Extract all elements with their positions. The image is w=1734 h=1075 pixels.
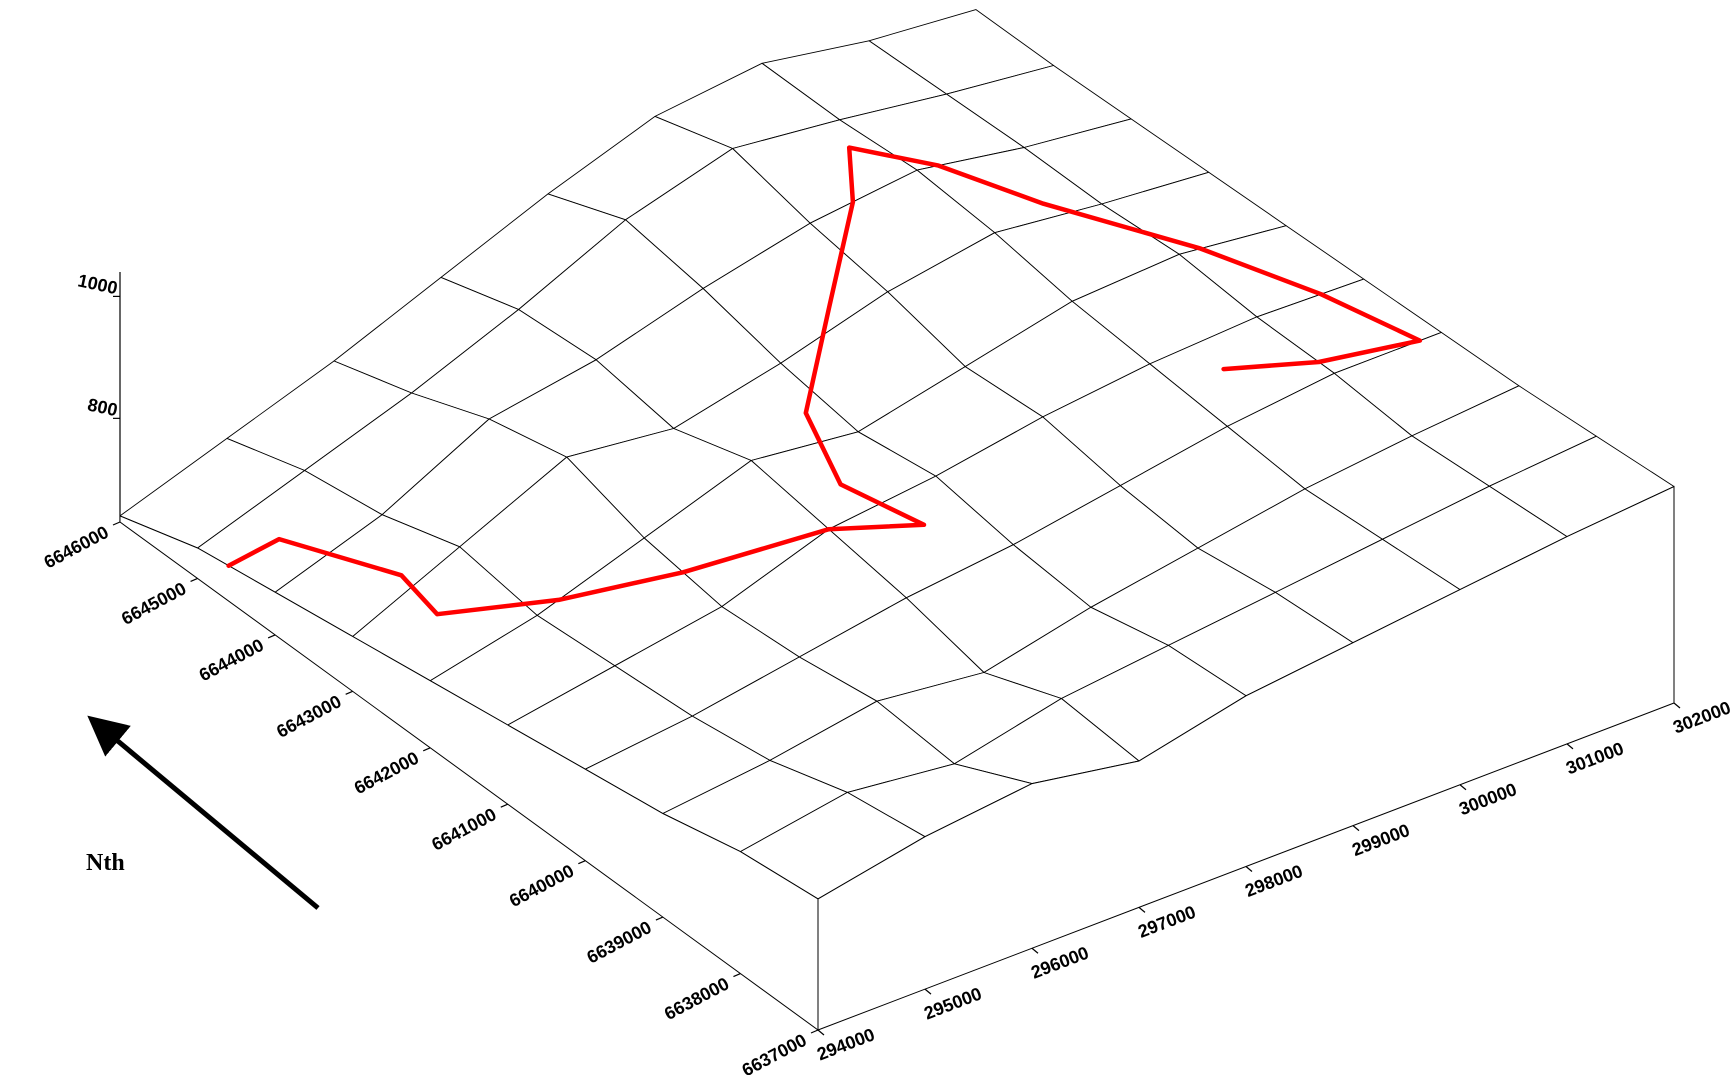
x-tick-label: 299000 xyxy=(1349,820,1412,860)
y-tick xyxy=(190,577,198,582)
y-tick-label: 6643000 xyxy=(273,691,344,742)
y-tick xyxy=(500,803,509,808)
x-tick-label: 298000 xyxy=(1242,861,1305,901)
y-tick xyxy=(267,634,276,639)
north-arrow xyxy=(87,715,320,910)
y-tick xyxy=(422,747,431,752)
y-tick-label: 6639000 xyxy=(584,917,655,968)
y-tick xyxy=(733,973,741,978)
x-tick xyxy=(924,988,932,995)
front-face xyxy=(817,485,1675,1031)
x-tick xyxy=(1031,947,1039,954)
x-tick xyxy=(1673,702,1681,709)
x-tick-label: 301000 xyxy=(1563,738,1626,778)
x-tick xyxy=(1566,743,1574,750)
y-tick xyxy=(578,860,586,865)
x-tick-label: 300000 xyxy=(1456,779,1519,819)
y-tick-label: 6644000 xyxy=(196,635,267,686)
x-tick xyxy=(1459,784,1467,791)
boundary-line xyxy=(226,145,1423,617)
y-tick xyxy=(810,1029,819,1034)
y-tick-label: 6638000 xyxy=(661,973,732,1024)
y-tick-label: 6645000 xyxy=(118,578,189,629)
x-tick-label: 295000 xyxy=(921,983,984,1023)
z-tick-label: 1000 xyxy=(76,270,119,298)
y-tick xyxy=(345,690,353,695)
north-label: Nth xyxy=(86,850,125,876)
y-tick xyxy=(112,521,121,526)
y-tick-label: 6646000 xyxy=(41,522,112,573)
x-tick xyxy=(1138,906,1146,913)
y-tick-label: 6640000 xyxy=(506,861,577,912)
y-tick-label: 6641000 xyxy=(428,804,499,855)
x-tick-label: 297000 xyxy=(1135,902,1198,942)
x-tick-label: 302000 xyxy=(1670,697,1733,737)
x-tick xyxy=(817,1029,825,1036)
x-tick-label: 294000 xyxy=(814,1024,877,1064)
x-tick xyxy=(1245,866,1253,872)
y-tick-label: 6637000 xyxy=(739,1030,810,1075)
y-tick xyxy=(655,916,664,921)
z-tick-label: 800 xyxy=(86,394,120,420)
x-tick xyxy=(1352,825,1360,832)
x-tick-label: 296000 xyxy=(1028,943,1091,983)
y-tick-label: 6642000 xyxy=(351,748,422,799)
side-face xyxy=(119,515,819,1031)
